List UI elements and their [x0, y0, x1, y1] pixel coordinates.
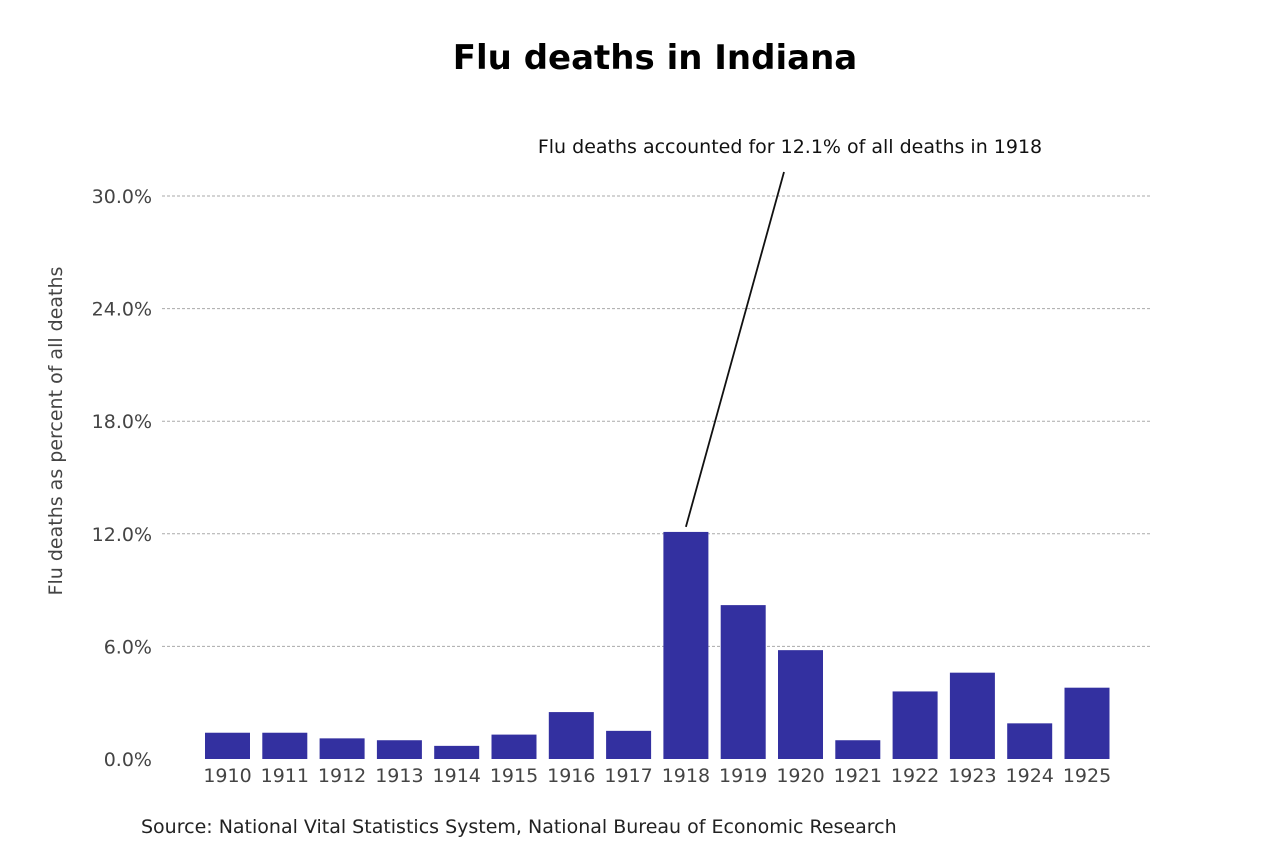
bar-1911	[262, 732, 308, 759]
y-tick-label: 12.0%	[92, 524, 152, 546]
x-tick-label: 1921	[834, 765, 882, 787]
gridlines	[162, 195, 1152, 647]
x-tick-label: 1913	[375, 765, 423, 787]
x-tick-label: 1918	[662, 765, 710, 787]
bar-1913	[376, 740, 422, 759]
bar-1920	[778, 650, 823, 759]
y-tick-label: 24.0%	[92, 299, 152, 321]
bar-1922	[892, 691, 938, 759]
y-tick-label: 18.0%	[92, 411, 152, 433]
bar-1924	[1007, 723, 1053, 759]
annotation-text: Flu deaths accounted for 12.1% of all de…	[538, 136, 1042, 158]
x-tick-label: 1916	[547, 765, 595, 787]
y-axis-ticks: 0.0% 6.0% 12.0% 18.0% 24.0% 30.0%	[92, 186, 152, 771]
x-tick-label: 1924	[1006, 765, 1054, 787]
bar-1918	[663, 531, 709, 759]
bar-1919	[720, 605, 766, 759]
bar-1921	[835, 740, 881, 759]
x-tick-label: 1914	[433, 765, 481, 787]
y-tick-label: 30.0%	[92, 186, 152, 208]
bar-1910	[205, 732, 250, 759]
chart-title: Flu deaths in Indiana	[452, 38, 858, 78]
x-tick-label: 1917	[604, 765, 652, 787]
x-tick-label: 1925	[1063, 765, 1111, 787]
bar-1915	[491, 734, 537, 759]
x-tick-label: 1911	[261, 765, 309, 787]
x-tick-label: 1910	[203, 765, 251, 787]
bar-1912	[319, 738, 365, 759]
x-tick-label: 1912	[318, 765, 366, 787]
x-tick-label: 1922	[891, 765, 939, 787]
bar-1925	[1064, 687, 1110, 759]
x-tick-label: 1915	[490, 765, 538, 787]
y-axis-label: Flu deaths as percent of all deaths	[45, 267, 67, 596]
y-tick-label: 0.0%	[104, 749, 152, 771]
x-tick-label: 1923	[948, 765, 996, 787]
bar-1914	[434, 745, 480, 759]
bar-1923	[949, 672, 995, 759]
bars	[205, 531, 1110, 759]
x-tick-label: 1919	[719, 765, 767, 787]
source-note: Source: National Vital Statistics System…	[141, 816, 897, 838]
bar-1916	[548, 712, 594, 759]
annotation-arrow	[685, 171, 785, 528]
y-tick-label: 6.0%	[104, 636, 152, 658]
x-axis-ticks: 1910 1911 1912 1913 1914 1915 1916 1917 1918 1919…	[203, 765, 1111, 787]
x-tick-label: 1920	[776, 765, 824, 787]
bar-1917	[606, 730, 652, 759]
